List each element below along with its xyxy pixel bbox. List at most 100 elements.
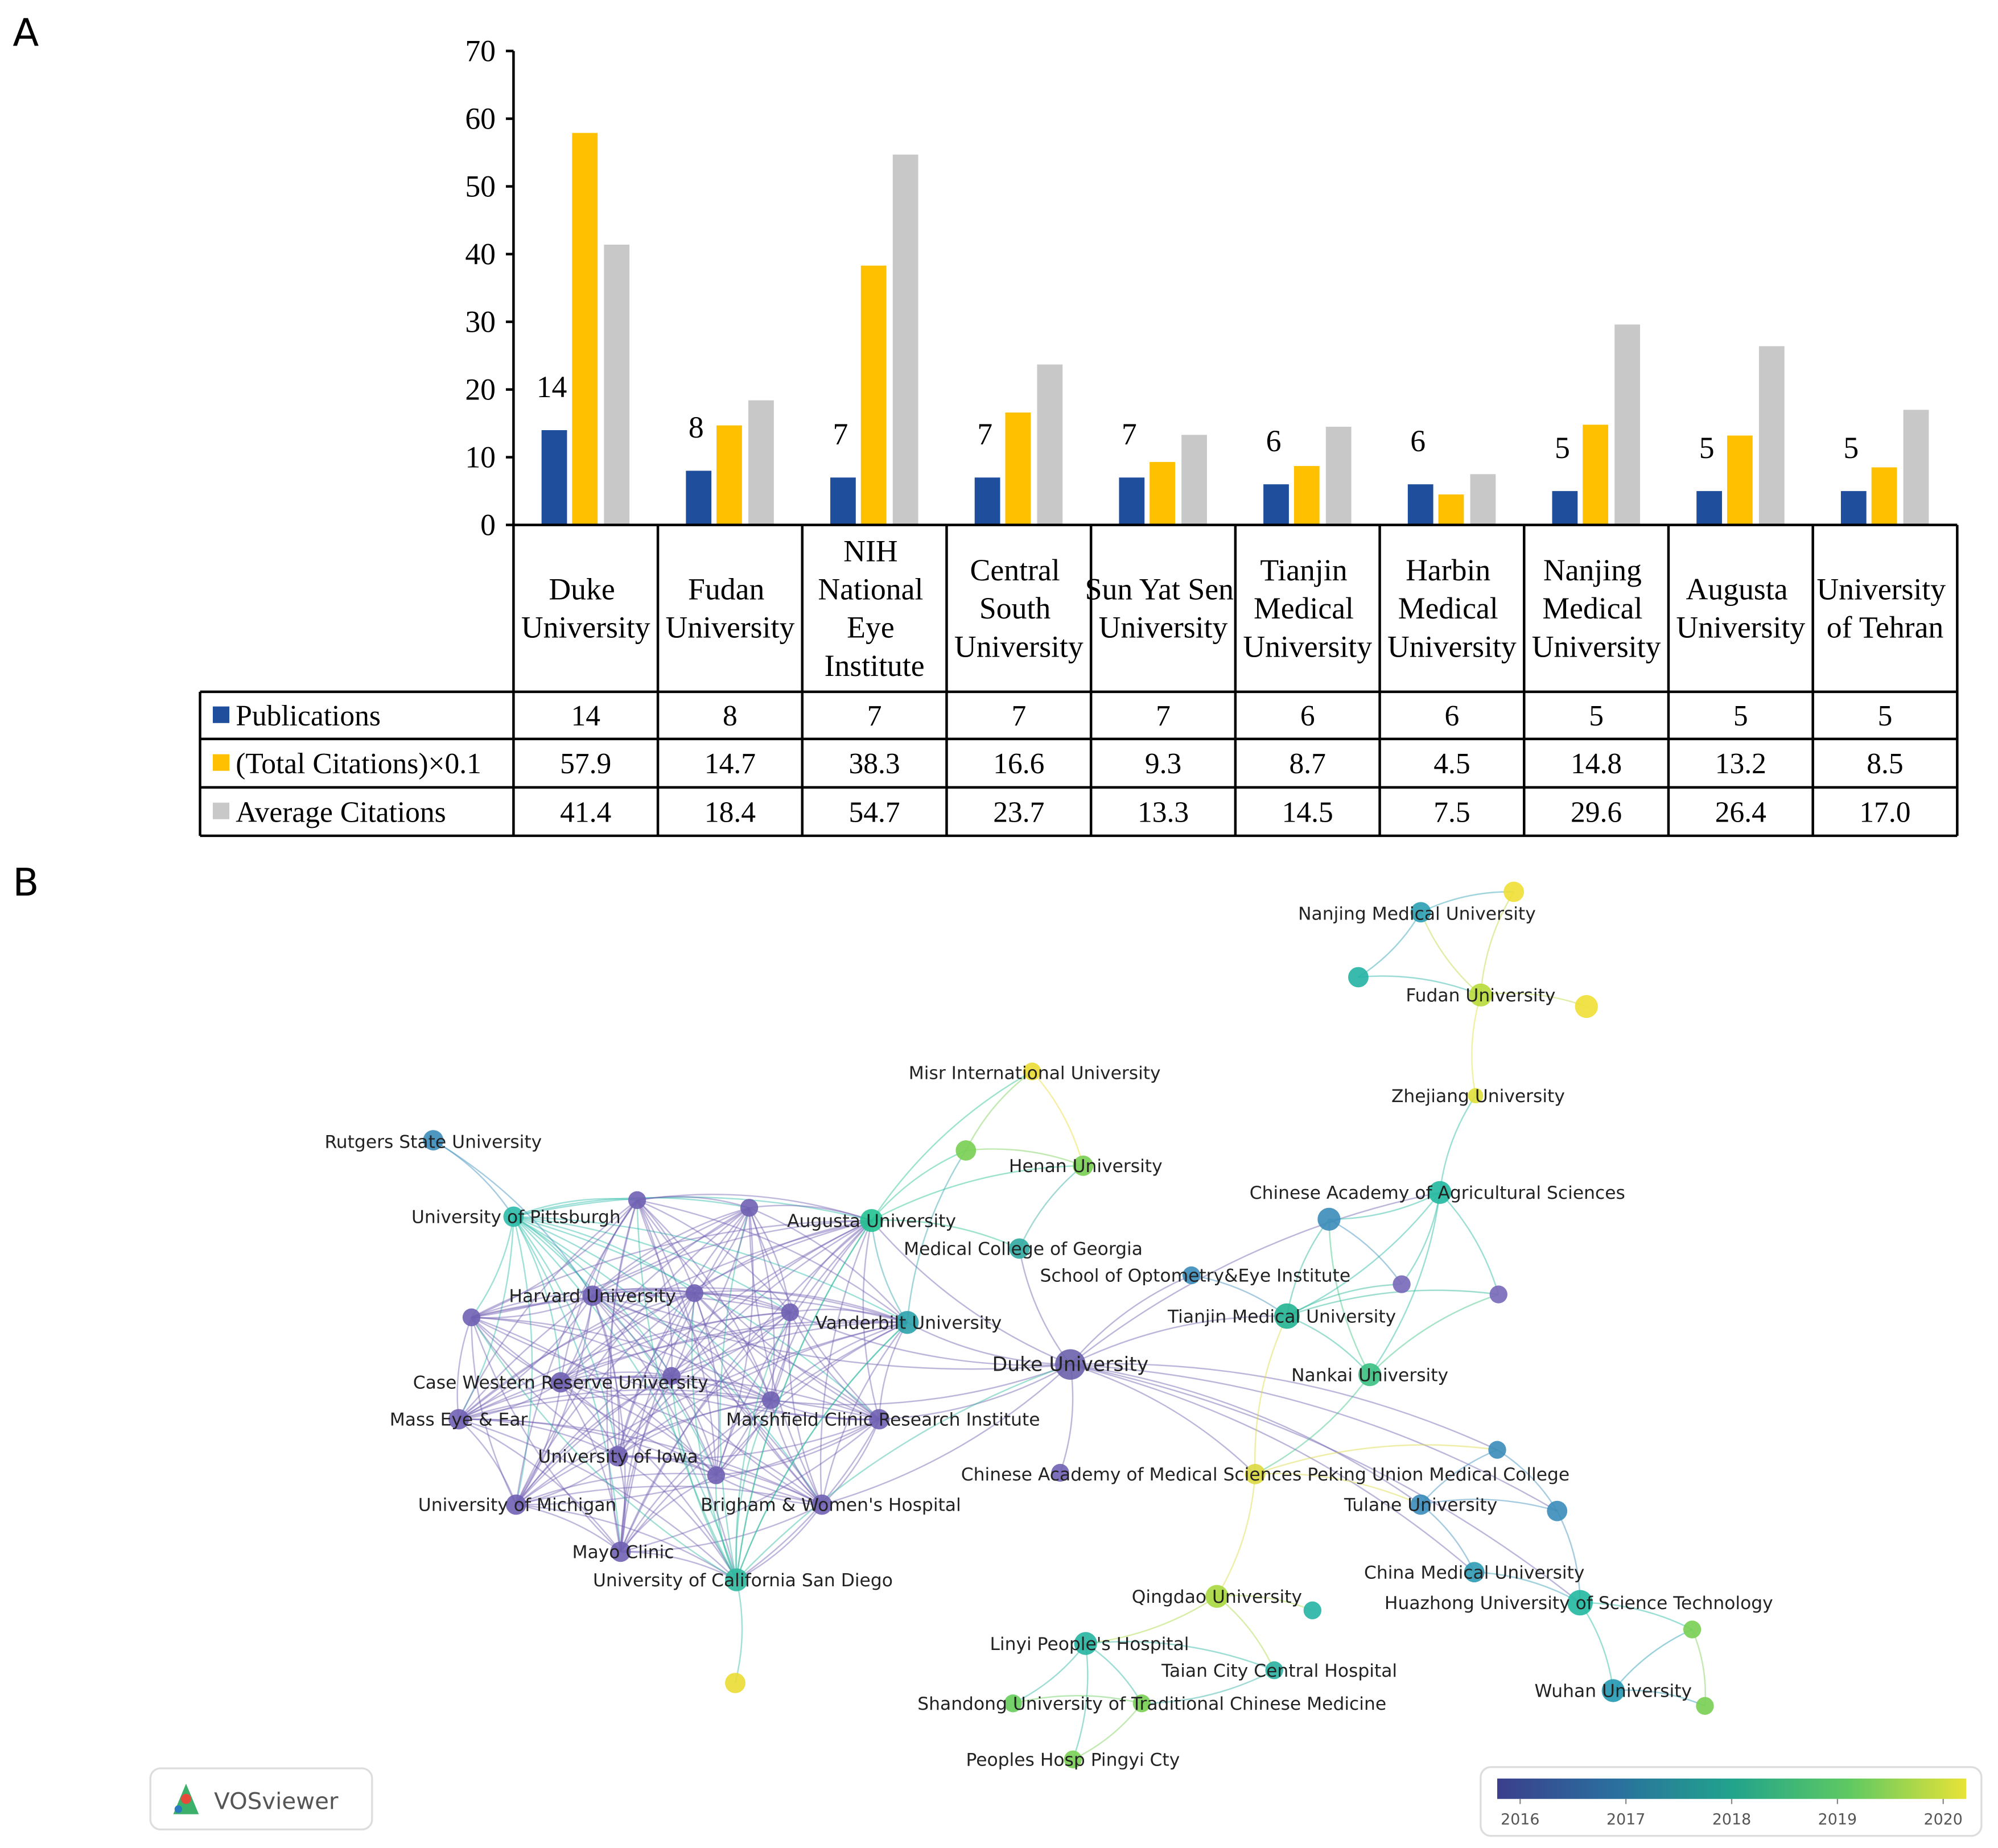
edge xyxy=(592,1287,908,1323)
edge xyxy=(1420,891,1514,913)
edge xyxy=(620,1474,716,1553)
edge xyxy=(471,1295,593,1319)
bar xyxy=(1037,364,1063,525)
edge xyxy=(907,1150,967,1323)
edge xyxy=(432,1140,594,1296)
edge xyxy=(513,1216,619,1457)
edge xyxy=(770,1220,872,1401)
edge xyxy=(1069,1274,1192,1365)
edge xyxy=(1031,1071,1084,1166)
bar xyxy=(1903,410,1929,525)
table-value: 8 xyxy=(723,700,738,732)
edge xyxy=(1286,1283,1402,1317)
node-label: Zhejiang University xyxy=(1391,1086,1565,1107)
edge xyxy=(471,1219,872,1318)
data-label: 5 xyxy=(1843,431,1859,465)
edge xyxy=(471,1317,619,1457)
node xyxy=(1683,1620,1702,1639)
node-label: Henan University xyxy=(1009,1156,1163,1177)
edge xyxy=(1358,975,1481,996)
table-value: 14.7 xyxy=(705,748,756,780)
table-value: 54.7 xyxy=(849,796,900,828)
edge xyxy=(694,1207,750,1294)
node-label: Marshfield Clinic Research Institute xyxy=(726,1410,1040,1430)
edge xyxy=(617,1311,790,1457)
edge xyxy=(432,1140,514,1218)
node xyxy=(448,1409,469,1430)
legend-swatch xyxy=(212,802,230,819)
node xyxy=(462,1308,481,1327)
edge xyxy=(871,1149,966,1221)
bar xyxy=(716,425,742,525)
bar xyxy=(1407,484,1433,525)
table-value: 18.4 xyxy=(705,796,756,828)
edge xyxy=(560,1381,619,1457)
y-tick-label: 10 xyxy=(465,440,496,475)
edge xyxy=(789,1311,880,1420)
edge xyxy=(471,1317,517,1505)
edge xyxy=(790,1309,908,1323)
edge xyxy=(560,1320,908,1383)
edge xyxy=(620,1551,737,1581)
table-value: 8.7 xyxy=(1290,748,1326,780)
category-label: Nanjing Medical University xyxy=(1532,553,1661,663)
edge xyxy=(1085,1595,1218,1644)
node xyxy=(1023,1062,1041,1080)
node xyxy=(1004,1694,1022,1713)
category-label: Duke University xyxy=(521,572,650,645)
edge xyxy=(1019,1248,1071,1365)
edge xyxy=(1420,911,1481,996)
edge xyxy=(770,1322,908,1401)
edge xyxy=(1254,1315,1288,1474)
category-label: Fudan University xyxy=(666,572,795,645)
table-value: 29.6 xyxy=(1571,796,1622,828)
edge xyxy=(1255,1472,1422,1505)
edge xyxy=(516,1472,716,1505)
edge xyxy=(748,1207,823,1505)
table-value: 38.3 xyxy=(849,748,900,780)
edge xyxy=(471,1216,514,1318)
edge xyxy=(471,1207,750,1318)
legend-label: (Total Citations)×0.1 xyxy=(236,748,481,780)
edge xyxy=(513,1216,738,1580)
edge xyxy=(458,1389,771,1420)
node-label: Mass Eye & Ear xyxy=(390,1410,528,1430)
bar xyxy=(1119,477,1145,525)
node xyxy=(955,1140,977,1161)
edge xyxy=(878,1322,908,1420)
bar xyxy=(1438,494,1464,525)
edge xyxy=(513,1216,695,1294)
panel-b: VOSviewer Nanjing Medical University Fuda… xyxy=(149,881,1983,1837)
edge xyxy=(1255,1374,1371,1475)
table-value: 14.8 xyxy=(1571,748,1622,780)
node xyxy=(1265,1661,1283,1680)
edge xyxy=(715,1474,822,1505)
edge xyxy=(671,1207,750,1377)
edge xyxy=(1287,1192,1441,1317)
edge xyxy=(670,1293,695,1376)
bar xyxy=(1840,491,1867,525)
edge xyxy=(515,1207,750,1505)
edge xyxy=(748,1207,791,1313)
edge xyxy=(458,1418,621,1553)
edge xyxy=(771,1364,1071,1406)
y-tick-label: 30 xyxy=(465,305,496,339)
data-label: 7 xyxy=(833,417,848,451)
edge xyxy=(1070,1315,1287,1366)
node-label: Vanderbilt University xyxy=(815,1313,1002,1333)
node-label: Chinese Academy of Medical Sciences Peki… xyxy=(961,1465,1569,1485)
panel-label: A xyxy=(13,11,39,55)
data-label: 6 xyxy=(1410,424,1426,458)
bar xyxy=(604,244,630,525)
bar xyxy=(1583,424,1609,525)
edge xyxy=(735,1400,772,1580)
y-tick-label: 0 xyxy=(480,508,496,542)
edge xyxy=(1556,1511,1581,1603)
node xyxy=(1410,1494,1431,1515)
node xyxy=(1488,1441,1506,1459)
node xyxy=(707,1466,726,1484)
edge xyxy=(592,1219,872,1297)
edge xyxy=(694,1293,720,1476)
node xyxy=(1055,1349,1086,1380)
edge xyxy=(458,1321,908,1420)
